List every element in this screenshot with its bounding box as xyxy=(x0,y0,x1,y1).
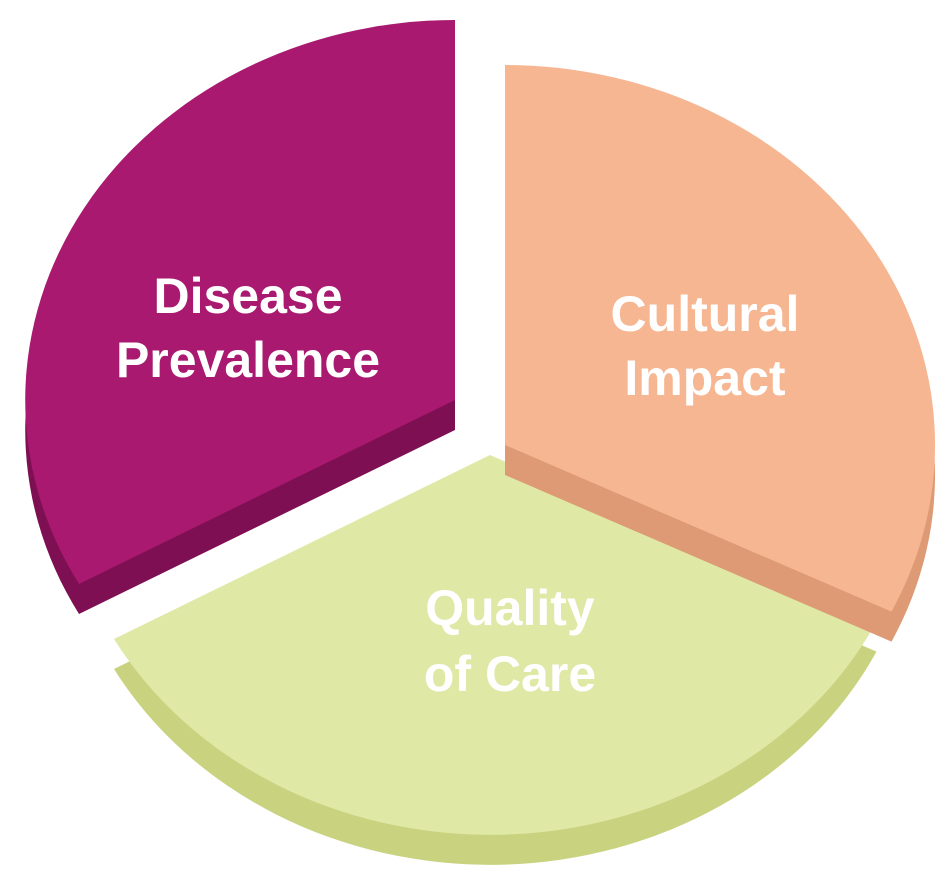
page: {"segments": [ {"label_lines": ["Disease… xyxy=(0,0,937,869)
segment-label: of Care xyxy=(424,646,596,702)
segment-label: Disease xyxy=(153,268,342,324)
segment-label: Prevalence xyxy=(116,332,380,388)
diagram: Disease Prevalence Cultural Impact Quali… xyxy=(0,0,937,869)
segment-label: Quality xyxy=(425,580,595,636)
segment-label: Cultural xyxy=(611,286,800,342)
segment-label: Impact xyxy=(624,350,786,406)
